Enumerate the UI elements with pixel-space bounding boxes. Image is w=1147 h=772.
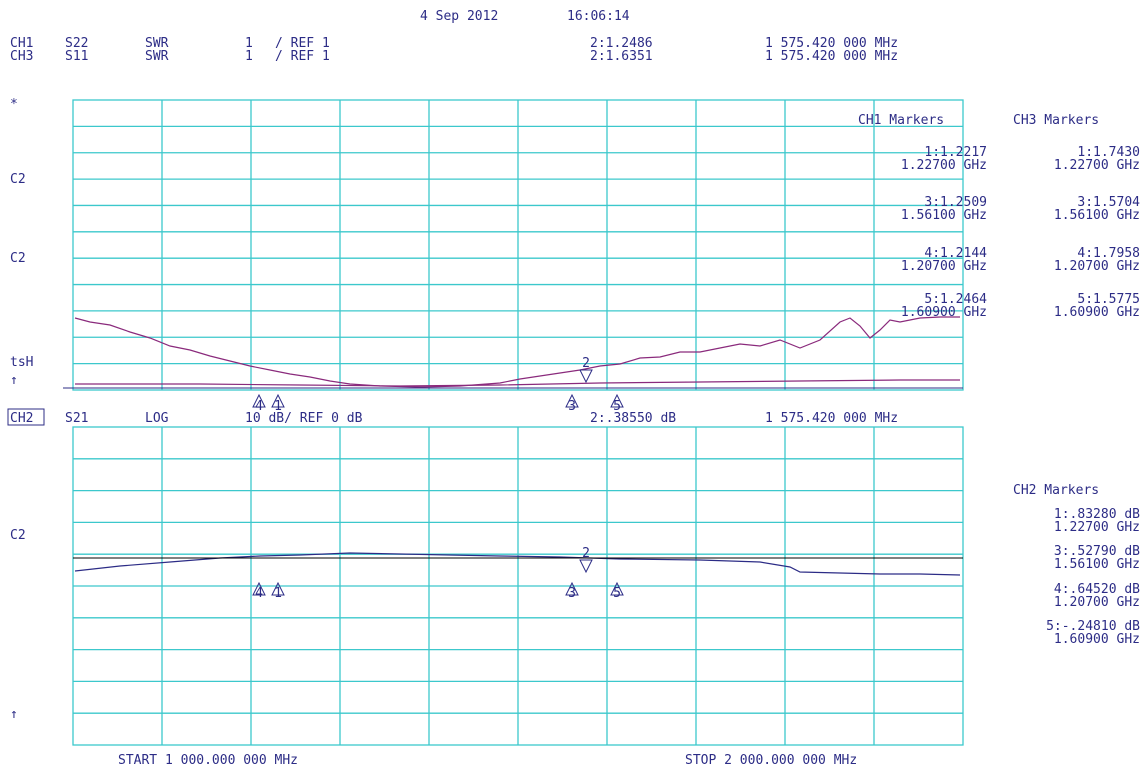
marker-freq: 1.56100 GHz bbox=[901, 208, 987, 223]
header-field: 1 575.420 000 MHz bbox=[765, 49, 898, 64]
marker-value: 3:1.5704 bbox=[1077, 195, 1140, 210]
side-label: * bbox=[10, 97, 18, 112]
marker-freq: 1.22700 GHz bbox=[1054, 520, 1140, 535]
marker-value: 5:1.2464 bbox=[924, 292, 987, 307]
marker-value: 1:1.2217 bbox=[924, 145, 987, 160]
marker-number: 2 bbox=[582, 356, 590, 371]
marker-value: 3:.52790 dB bbox=[1054, 544, 1140, 559]
marker-value: 4:.64520 dB bbox=[1054, 582, 1140, 597]
marker-freq: 1.60900 GHz bbox=[901, 305, 987, 320]
marker-value: 4:1.2144 bbox=[924, 246, 987, 261]
header-field: 1 575.420 000 MHz bbox=[765, 411, 898, 426]
marker-freq: 1.20700 GHz bbox=[1054, 595, 1140, 610]
marker-number: 5 bbox=[613, 399, 621, 414]
marker-flag bbox=[579, 559, 593, 574]
start-freq: START 1 000.000 000 MHz bbox=[118, 753, 298, 767]
marker-freq: 1.56100 GHz bbox=[1054, 208, 1140, 223]
time: 16:06:14 bbox=[567, 9, 630, 24]
marker-freq: 1.60900 GHz bbox=[1054, 632, 1140, 647]
marker-value: 1:1.7430 bbox=[1077, 145, 1140, 160]
side-label: C2 bbox=[10, 172, 26, 187]
marker-value: 3:1.2509 bbox=[924, 195, 987, 210]
marker-flag bbox=[252, 393, 266, 408]
marker-flag bbox=[271, 393, 285, 408]
marker-value: 5:1.5775 bbox=[1077, 292, 1140, 307]
marker-number: 3 bbox=[568, 399, 576, 414]
header-field: SWR bbox=[145, 49, 169, 64]
marker-number: 3 bbox=[568, 586, 576, 601]
header-field: 1 bbox=[245, 49, 253, 64]
date: 4 Sep 2012 bbox=[420, 9, 498, 24]
marker-number: 4 bbox=[255, 399, 263, 414]
marker-freq: 1.20700 GHz bbox=[901, 259, 987, 274]
header-field: 1 bbox=[245, 36, 253, 51]
marker-flag bbox=[565, 393, 579, 408]
ch3-trace bbox=[75, 379, 960, 387]
side-label: ↑ bbox=[10, 373, 18, 388]
marker-number: 1 bbox=[274, 399, 282, 414]
header-field: / REF 1 bbox=[275, 49, 330, 64]
stop-freq: STOP 2 000.000 000 MHz bbox=[685, 753, 857, 767]
header-field: 1 575.420 000 MHz bbox=[765, 36, 898, 51]
active-channel-box bbox=[7, 408, 45, 426]
marker-number: 2 bbox=[582, 546, 590, 561]
header-field: LOG bbox=[145, 411, 169, 426]
marker-freq: 1.20700 GHz bbox=[1054, 259, 1140, 274]
grids bbox=[72, 99, 964, 746]
marker-value: 1:.83280 dB bbox=[1054, 507, 1140, 522]
marker-value: 4:1.7958 bbox=[1077, 246, 1140, 261]
marker-number: 5 bbox=[613, 586, 621, 601]
header-field: S21 bbox=[65, 411, 88, 426]
marker-number: 4 bbox=[255, 586, 263, 601]
header-field: 2:1.6351 bbox=[590, 49, 653, 64]
header-field: S11 bbox=[65, 49, 88, 64]
header-field: SWR bbox=[145, 36, 169, 51]
header-field: S22 bbox=[65, 36, 88, 51]
header-field: 10 dB/ REF 0 dB bbox=[245, 411, 363, 426]
marker-freq: 1.56100 GHz bbox=[1054, 557, 1140, 572]
marker-title: CH2 Markers bbox=[1013, 483, 1099, 498]
header-field: CH2 bbox=[10, 411, 33, 426]
side-label: tsH bbox=[10, 355, 33, 370]
marker-flag bbox=[579, 369, 593, 384]
marker-title: CH3 Markers bbox=[1013, 113, 1099, 128]
side-label: C2 bbox=[10, 528, 26, 543]
marker-flag bbox=[610, 393, 624, 408]
header-field: / REF 1 bbox=[275, 36, 330, 51]
header-field: CH1 bbox=[10, 36, 33, 51]
header-field: 2:1.2486 bbox=[590, 36, 653, 51]
marker-freq: 1.60900 GHz bbox=[1054, 305, 1140, 320]
marker-freq: 1.22700 GHz bbox=[1054, 158, 1140, 173]
side-label: C2 bbox=[10, 251, 26, 266]
marker-flag bbox=[610, 581, 624, 596]
marker-flag bbox=[565, 581, 579, 596]
marker-value: 5:-.24810 dB bbox=[1046, 619, 1140, 634]
marker-flag bbox=[252, 581, 266, 596]
marker-title: CH1 Markers bbox=[858, 113, 944, 128]
header-field: CH3 bbox=[10, 49, 33, 64]
marker-flag bbox=[271, 581, 285, 596]
marker-number: 1 bbox=[274, 586, 282, 601]
side-label: ↑ bbox=[10, 707, 18, 722]
header-field: 2:.38550 dB bbox=[590, 411, 676, 426]
marker-freq: 1.22700 GHz bbox=[901, 158, 987, 173]
